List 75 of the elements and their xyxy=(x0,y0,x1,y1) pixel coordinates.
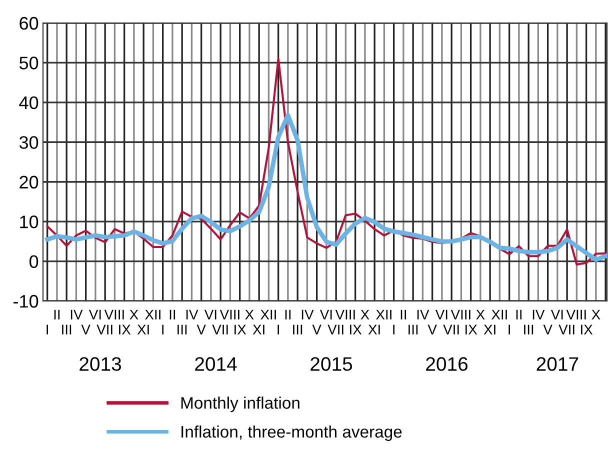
y-tick-label: 0 xyxy=(30,255,38,268)
x-tick-label: X xyxy=(476,310,485,320)
x-tick-label: XII xyxy=(492,310,507,320)
x-tick-label: IX xyxy=(466,324,478,334)
x-tick-label: XII xyxy=(260,310,276,320)
line-series xyxy=(45,112,607,262)
x-tick-label: VIII xyxy=(335,310,355,320)
x-tick-label: VII xyxy=(443,324,459,334)
x-tick-label: IX xyxy=(350,324,362,334)
x-tick-label: II xyxy=(400,310,406,320)
x-tick-label: X xyxy=(360,310,370,320)
x-tick-label: IV xyxy=(532,310,545,320)
x-tick-label: V xyxy=(196,324,206,334)
x-tick-label: II xyxy=(170,310,176,320)
x-tick-label: V xyxy=(81,324,90,334)
y-tick-label: 50 xyxy=(19,56,38,70)
x-tick-label: II xyxy=(516,310,522,320)
x-tick-label: IV xyxy=(417,310,430,320)
text: 2014 xyxy=(195,357,237,371)
text: 2017 xyxy=(536,357,578,371)
x-tick-label: X xyxy=(592,310,600,320)
x-tick-label: V xyxy=(543,324,552,334)
x-tick-label: I xyxy=(278,324,279,334)
x-tick-label: IX xyxy=(581,324,593,334)
x-tick-label: VI xyxy=(88,310,101,320)
x-tick-label: IV xyxy=(302,310,314,320)
x-tick-label: V xyxy=(312,324,322,334)
x-tick-label: XI xyxy=(252,324,264,334)
x-tick-label: XI xyxy=(368,324,380,334)
x-tick-label: IX xyxy=(234,324,246,334)
x-tick-label: IX xyxy=(119,324,131,334)
x-tick-label: XII xyxy=(145,310,160,320)
x-tick-label: VII xyxy=(328,324,344,334)
x-tick-label: VIII xyxy=(104,310,124,320)
text: 2015 xyxy=(310,357,352,371)
x-tick-label: I xyxy=(162,324,164,334)
x-tick-label: X xyxy=(130,310,138,320)
x-tick-label: VI xyxy=(204,310,216,320)
x-tick-label: III xyxy=(178,324,187,334)
x-tick-label: VIII xyxy=(566,310,586,320)
x-tick-label: VI xyxy=(550,310,563,320)
x-tick-label: IV xyxy=(186,310,198,320)
text: 2013 xyxy=(80,357,122,371)
y-tick-label: 40 xyxy=(19,96,38,110)
x-tick-label: IV xyxy=(70,310,83,320)
text: 2016 xyxy=(426,357,468,371)
x-tick-label: VI xyxy=(320,310,332,320)
x-tick-label: III xyxy=(62,324,72,334)
x-tick-label: III xyxy=(524,324,534,334)
x-tick-label: XI xyxy=(137,324,149,334)
x-tick-label: II xyxy=(54,310,60,320)
y-tick-label: 60 xyxy=(20,16,38,30)
x-tick-label: XI xyxy=(484,324,496,334)
x-tick-label: VIII xyxy=(220,310,240,320)
x-tick-label: III xyxy=(293,324,302,334)
y-tick-label: 30 xyxy=(19,136,38,149)
x-tick-label: V xyxy=(428,324,437,334)
x-tick-label: VII xyxy=(558,324,574,334)
x-tick-label: III xyxy=(408,324,418,334)
x-tick-label: I xyxy=(508,324,510,334)
y-tick-label: -10 xyxy=(14,294,38,308)
x-tick-label: I xyxy=(393,324,394,334)
y-tick-label: 20 xyxy=(20,176,38,189)
x-tick-label: X xyxy=(245,310,254,320)
x-tick-label: II xyxy=(285,310,291,320)
x-tick-label: VII xyxy=(96,324,112,334)
x-tick-label: I xyxy=(46,324,48,334)
x-tick-label: VI xyxy=(435,310,448,320)
line-series xyxy=(46,58,607,266)
x-tick-label: XII xyxy=(376,310,392,320)
x-tick-label: VII xyxy=(212,324,228,334)
legend-label: Monthly inflation xyxy=(181,396,300,412)
legend-label: Inflation, three-month average xyxy=(182,425,402,441)
y-tick-label: 10 xyxy=(20,216,38,228)
x-tick-label: VIII xyxy=(450,310,470,320)
